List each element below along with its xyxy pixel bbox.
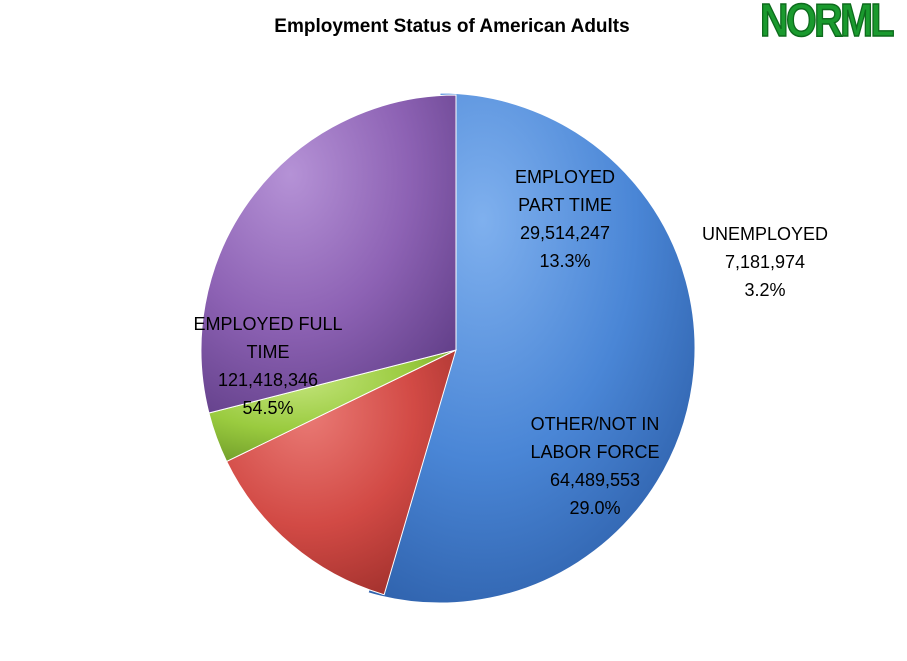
slice-percent: 54.5%: [242, 398, 293, 418]
slice-label-unemployed: UNEMPLOYED 7,181,974 3.2%: [702, 224, 828, 300]
slice-percent: 29.0%: [569, 498, 620, 518]
slice-name-line: EMPLOYED FULL: [193, 314, 342, 334]
slice-percent: 13.3%: [539, 251, 590, 271]
slice-labels: EMPLOYED FULL TIME 121,418,346 54.5%EMPLOYE…: [193, 167, 828, 518]
slice-value: 64,489,553: [550, 470, 640, 490]
slice-name-line: PART TIME: [518, 195, 612, 215]
slice-percent: 3.2%: [744, 280, 785, 300]
slice-value: 121,418,346: [218, 370, 318, 390]
slice-name-line: LABOR FORCE: [530, 442, 659, 462]
slice-name-line: EMPLOYED: [515, 167, 615, 187]
pie-slice-employed-part-time: [225, 349, 457, 596]
chart-title: Employment Status of American Adults: [274, 16, 629, 37]
slice-name-line: UNEMPLOYED: [702, 224, 828, 244]
pie-slices: [200, 92, 696, 604]
slice-name-line: OTHER/NOT IN: [531, 414, 660, 434]
slice-label-employed-full-time: EMPLOYED FULL TIME 121,418,346 54.5%: [193, 314, 342, 418]
slice-label-other-not-in-labor-force: OTHER/NOT IN LABOR FORCE 64,489,553 29.0%: [530, 414, 659, 518]
slice-value: 29,514,247: [520, 223, 610, 243]
slice-name-line: TIME: [247, 342, 290, 362]
norml-logo: NORML: [760, 0, 894, 46]
pie-slice-other-not-in-labor-force: [200, 94, 457, 414]
slice-label-employed-part-time: EMPLOYED PART TIME 29,514,247 13.3%: [515, 167, 615, 271]
slice-value: 7,181,974: [725, 252, 805, 272]
